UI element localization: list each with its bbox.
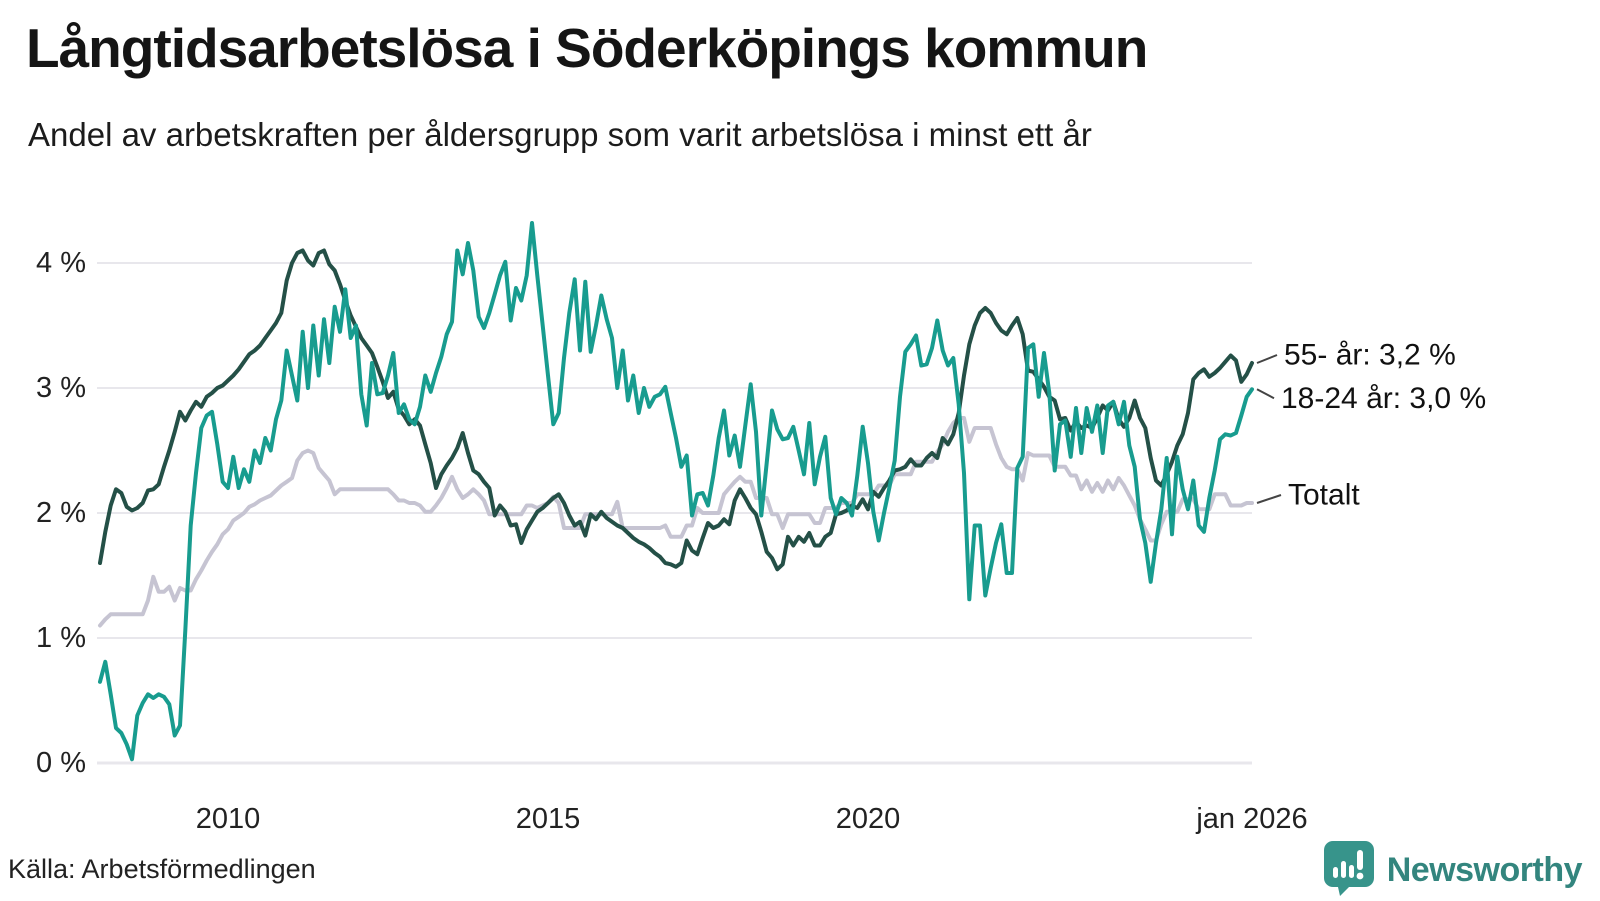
series-line-55- år [98,248,1254,572]
label-leader-line [1256,388,1275,400]
x-axis-tick-label: 2015 [516,803,581,835]
newsworthy-logo-icon [1323,840,1375,901]
y-axis-tick-label: 3 % [36,372,86,404]
label-leader-line [1256,354,1278,364]
y-axis-tick-label: 0 % [36,747,86,779]
y-axis-tick-label: 1 % [36,622,86,654]
label-leader-line [1256,494,1282,504]
y-axis-tick-label: 4 % [36,247,86,279]
x-axis-tick-label: jan 2026 [1195,803,1307,835]
page-title: Långtidsarbetslösa i Söderköpings kommun [26,17,1148,79]
series-end-label: 55- år: 3,2 % [1284,339,1456,372]
series-end-label: Totalt [1288,479,1360,512]
brand-name: Newsworthy [1386,851,1583,889]
x-axis-tick-label: 2010 [196,803,261,835]
x-axis-tick-label: 2020 [836,803,901,835]
source-note: Källa: Arbetsförmedlingen [8,854,316,884]
brand-footer: Newsworthy [1323,840,1583,901]
y-axis-tick-label: 2 % [36,497,86,529]
series-line-Totalt [98,416,1254,628]
chart-subtitle: Andel av arbetskraften per åldersgrupp s… [28,116,1092,153]
series-line-18-24 år [98,221,1254,762]
series-end-label: 18-24 år: 3,0 % [1281,382,1486,415]
